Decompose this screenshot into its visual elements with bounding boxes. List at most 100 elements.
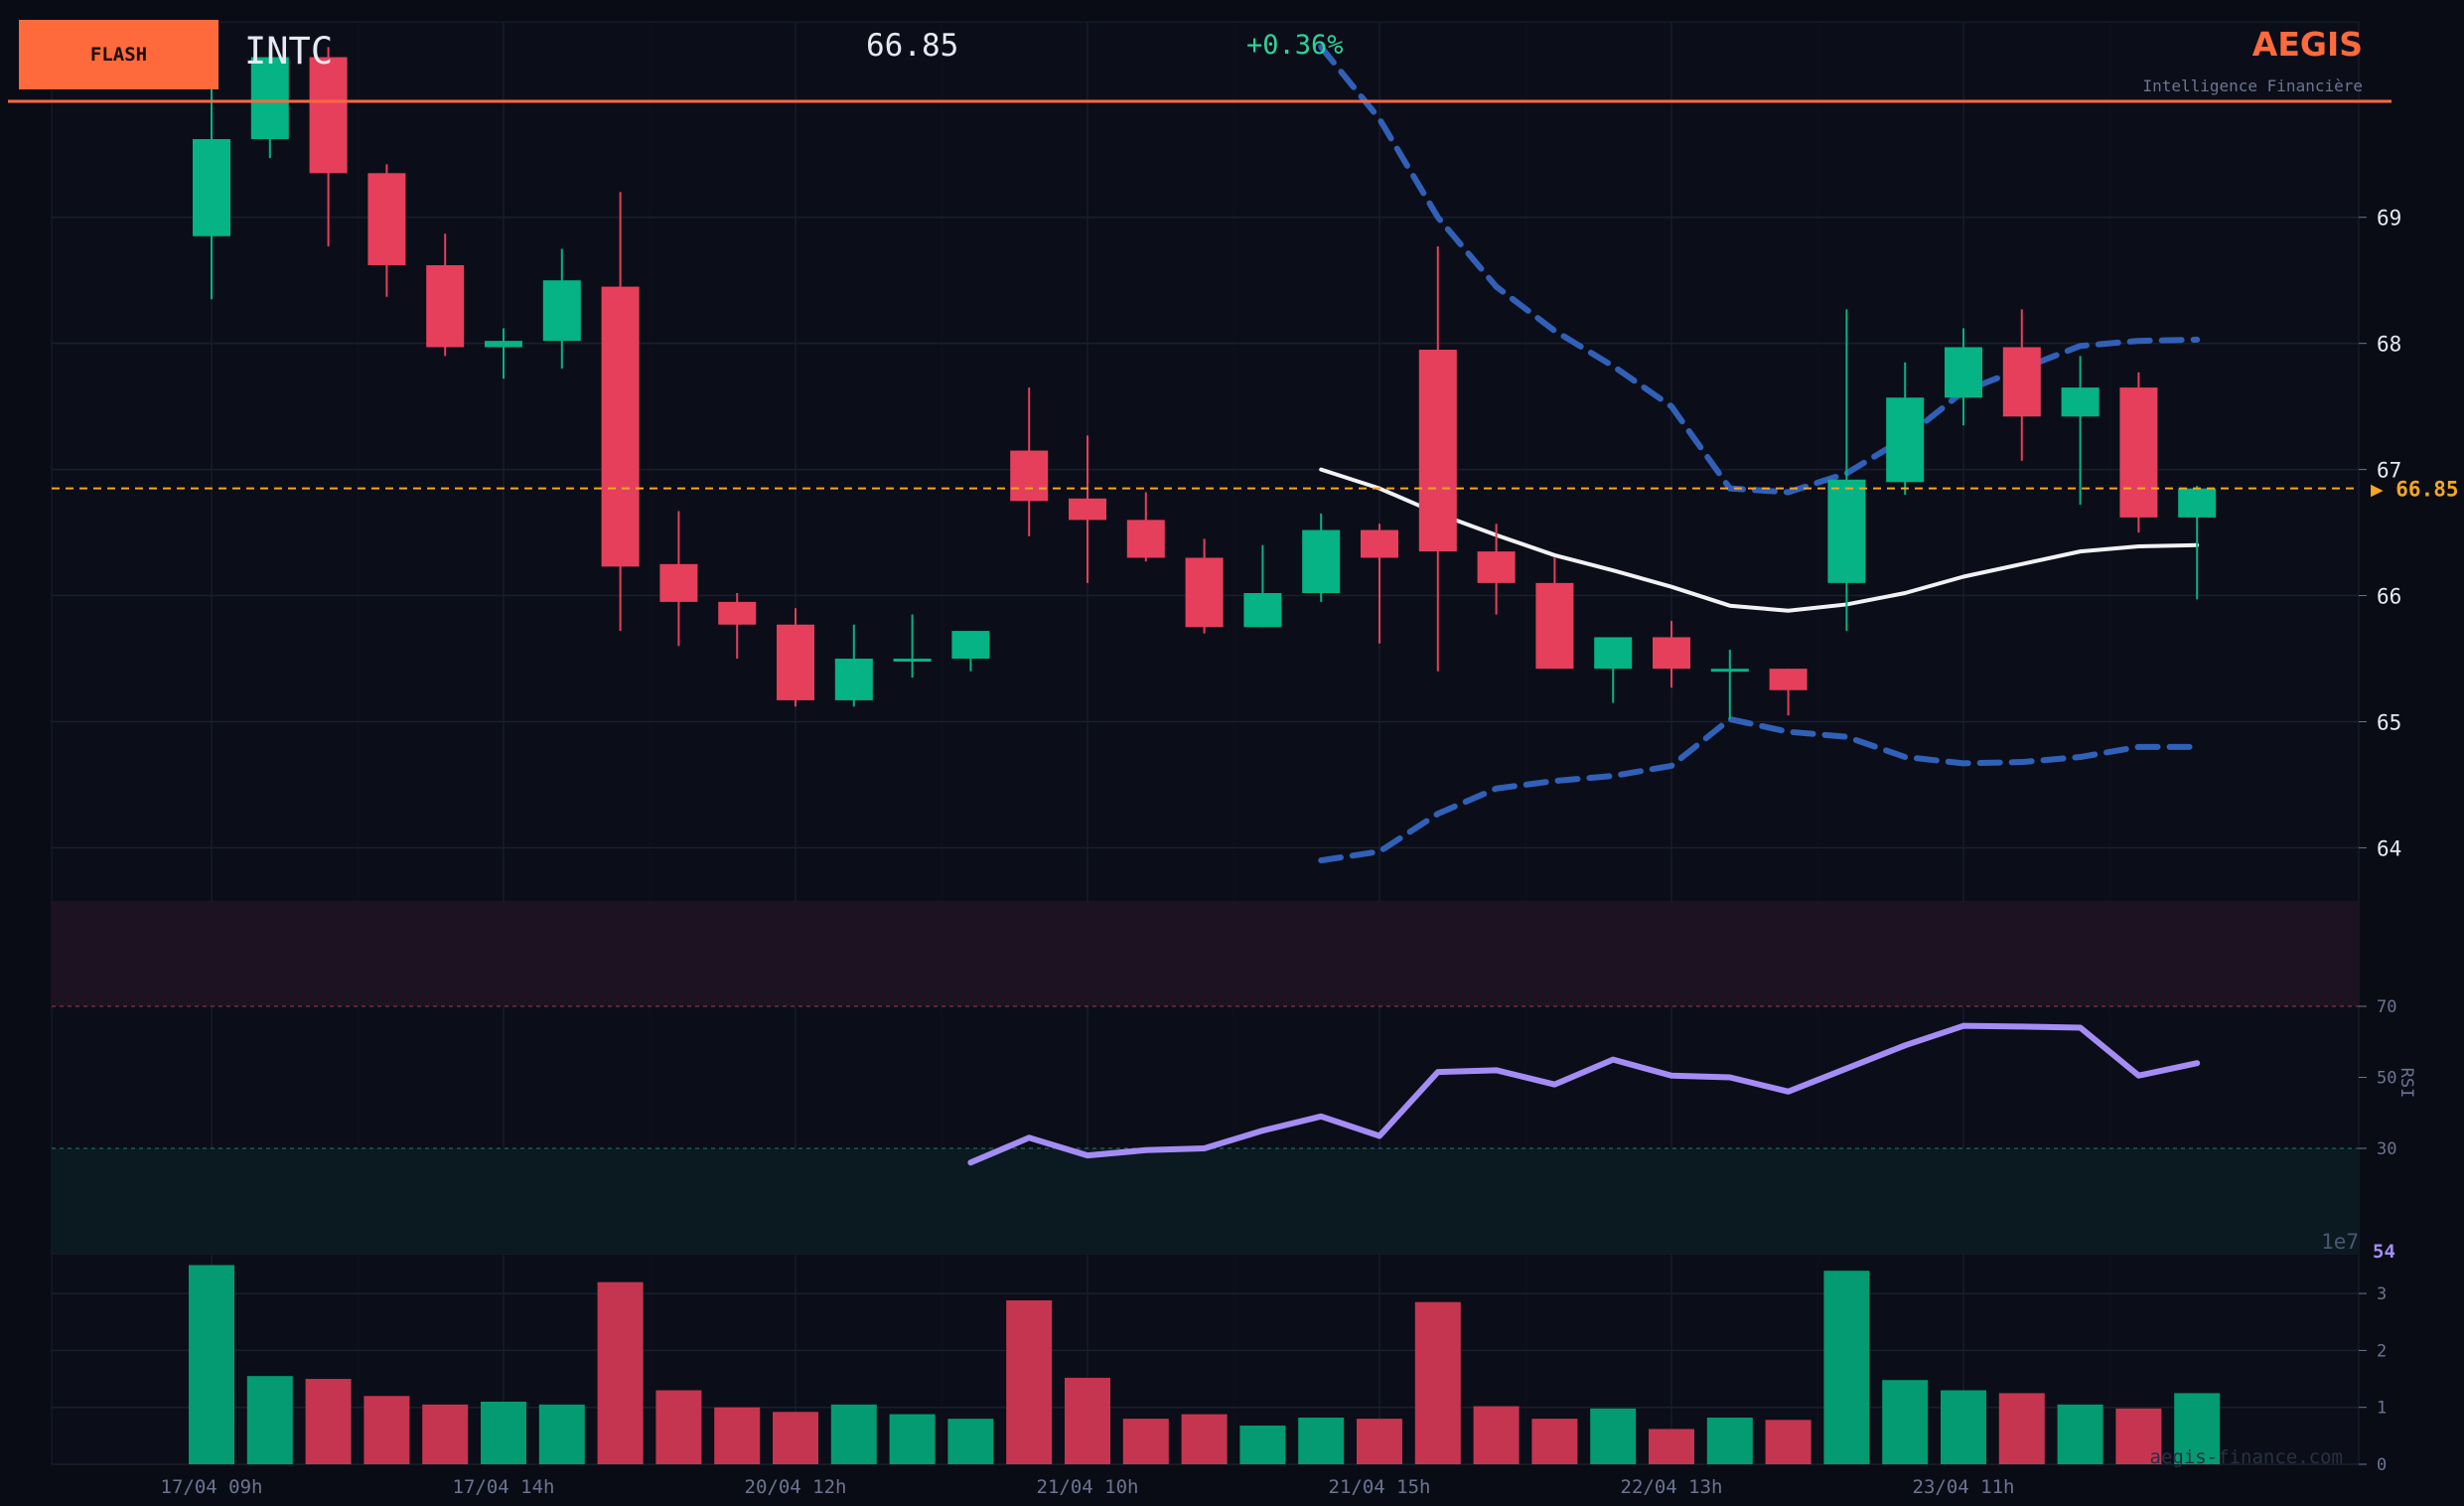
- volume-scale-label: 1e7: [2321, 1230, 2359, 1254]
- volume-bar: [1706, 1418, 1753, 1464]
- volume-tick-label: 3: [2377, 1284, 2387, 1304]
- y-tick-label: 68: [2377, 333, 2401, 357]
- candle-body: [1302, 529, 1341, 594]
- rsi-line: [967, 1022, 2201, 1166]
- candle-body: [2061, 387, 2100, 417]
- oversold-zone: [52, 1148, 2359, 1254]
- volume-bar: [1006, 1299, 1053, 1464]
- candle-body: [1886, 397, 1925, 483]
- x-tick-label: 23/04 11h: [1913, 1476, 2015, 1498]
- candle-body: [659, 563, 698, 602]
- volume-bar: [1882, 1380, 1929, 1464]
- candle-body: [1594, 637, 1633, 670]
- y-tick-label: 65: [2377, 710, 2401, 734]
- volume-bar: [1998, 1393, 2045, 1464]
- rsi-tick-label: 70: [2377, 997, 2396, 1017]
- volume-bar: [1122, 1419, 1169, 1464]
- volume-bar: [1649, 1429, 1694, 1464]
- x-tick-label: 20/04 12h: [745, 1476, 847, 1498]
- candle-body: [1827, 479, 1866, 583]
- last-price: 66.85: [866, 28, 959, 64]
- volume-tick-label: 1: [2377, 1399, 2387, 1419]
- volume-bar: [1357, 1419, 1402, 1464]
- y-tick-label: 67: [2377, 459, 2401, 483]
- rsi-axis-label: RSI: [2396, 1068, 2416, 1099]
- volume-bar: [947, 1419, 994, 1464]
- candle-body: [893, 659, 932, 663]
- candle-body: [951, 631, 990, 660]
- overbought-zone: [52, 902, 2359, 1006]
- volume-bar: [1823, 1271, 1870, 1464]
- volume-bar: [1473, 1406, 1520, 1464]
- volume-bar: [305, 1379, 352, 1464]
- candle-body: [2002, 347, 2041, 417]
- x-tick-label: 22/04 13h: [1621, 1476, 1723, 1498]
- candle-body: [485, 341, 522, 348]
- candle-body: [367, 173, 406, 265]
- volume-bar: [189, 1265, 234, 1464]
- candle-body: [1126, 520, 1165, 558]
- volume-bar: [481, 1401, 526, 1464]
- candle-body: [250, 57, 289, 140]
- candle-body: [1535, 582, 1574, 670]
- volume-bar: [538, 1404, 585, 1464]
- volume-bar: [714, 1407, 761, 1464]
- candle-body: [1010, 450, 1049, 502]
- watermark: aegis-finance.com: [2149, 1446, 2343, 1468]
- band-upper-line: [1318, 44, 2201, 496]
- candle-body: [1361, 529, 1398, 558]
- volume-bar: [1239, 1426, 1286, 1464]
- candle-body: [1185, 557, 1224, 628]
- candle-body: [1653, 637, 1690, 670]
- price-panel: [51, 21, 2360, 903]
- volume-bar: [1181, 1414, 1228, 1464]
- volume-bar: [2057, 1404, 2103, 1464]
- volume-bar: [830, 1404, 877, 1464]
- candle-body: [193, 139, 230, 236]
- volume-bar: [655, 1390, 702, 1464]
- candle-body: [542, 280, 581, 342]
- volume-bar: [2174, 1393, 2221, 1464]
- brand-logo: AEGIS: [2251, 25, 2363, 64]
- volume-bar: [773, 1412, 818, 1464]
- x-tick-label: 17/04 14h: [453, 1476, 555, 1498]
- ticker-symbol: INTC: [244, 30, 334, 73]
- price-change: +0.36%: [1246, 30, 1344, 61]
- candle-body: [1945, 347, 1982, 398]
- volume-bar: [1298, 1418, 1345, 1464]
- candle-body: [1710, 669, 1749, 673]
- volume-bar: [1414, 1301, 1461, 1464]
- volume-bar: [246, 1376, 293, 1464]
- volume-bar: [1065, 1377, 1110, 1464]
- candle-body: [1769, 669, 1808, 690]
- volume-bar: [1765, 1420, 1812, 1464]
- moving-average-line: [1319, 467, 2200, 613]
- candle-body: [1243, 593, 1282, 628]
- x-tick-label: 21/04 15h: [1329, 1476, 1431, 1498]
- x-tick-label: 17/04 09h: [161, 1476, 263, 1498]
- rsi-tick-label: 50: [2377, 1069, 2396, 1089]
- rsi-tick-label: 30: [2377, 1139, 2396, 1159]
- volume-tick-label: 2: [2377, 1341, 2387, 1361]
- candle-body: [1477, 551, 1516, 583]
- volume-bar: [2115, 1408, 2162, 1464]
- candle-body: [777, 624, 814, 700]
- y-tick-label: 66: [2377, 585, 2401, 609]
- candle-body: [2119, 387, 2158, 518]
- band-lower-line: [1318, 715, 2201, 864]
- volume-bar: [1941, 1390, 1986, 1464]
- last-price-label: ▶ 66.85: [2371, 478, 2459, 502]
- x-tick-label: 21/04 10h: [1037, 1476, 1139, 1498]
- volume-bar: [889, 1414, 936, 1464]
- rsi-current-value: 54: [2373, 1241, 2395, 1263]
- y-tick-label: 69: [2377, 207, 2401, 230]
- volume-tick-label: 0: [2377, 1455, 2387, 1475]
- candle-body: [1069, 498, 1106, 521]
- candle-body: [718, 601, 757, 625]
- candle-body: [601, 286, 640, 567]
- candle-body: [426, 264, 465, 348]
- flash-badge: FLASH: [19, 20, 218, 89]
- brand-tagline: Intelligence Financière: [2142, 76, 2363, 95]
- volume-bar: [422, 1404, 469, 1464]
